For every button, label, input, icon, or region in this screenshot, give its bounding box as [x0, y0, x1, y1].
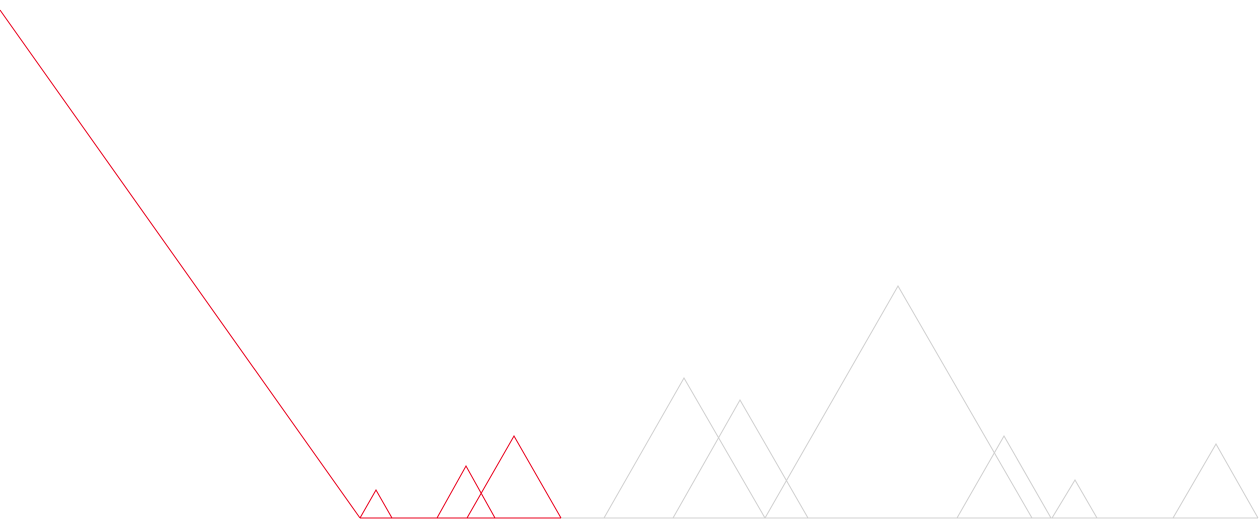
muted-shapes [561, 284, 1259, 519]
highlighted-shapes [0, 9, 562, 519]
muted-triangle [764, 284, 1033, 519]
muted-triangle [672, 398, 809, 519]
muted-triangle [603, 376, 766, 519]
highlight-triangle [359, 488, 393, 519]
muted-triangle [1172, 442, 1259, 519]
highlight-triangle [466, 434, 562, 519]
highlight-triangle [436, 464, 496, 519]
muted-triangle [1051, 479, 1098, 519]
muted-triangle [956, 434, 1052, 519]
highlight-descending-line [0, 9, 361, 519]
